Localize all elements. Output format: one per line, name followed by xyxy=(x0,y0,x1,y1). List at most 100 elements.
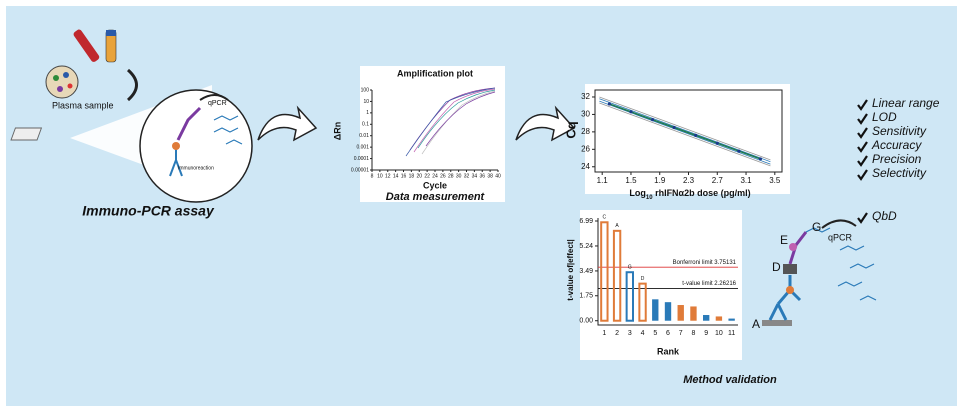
check-mark xyxy=(857,141,868,153)
y-tick-label: 5.24 xyxy=(579,243,593,250)
sc-x-label-part: rhIFNα2b dose (pg/ml) xyxy=(653,188,751,198)
x-tick-label: 1.9 xyxy=(654,176,666,185)
x-tick-label: 1.1 xyxy=(597,176,609,185)
confidence-band xyxy=(599,102,771,167)
x-tick-label: 38 xyxy=(487,173,493,179)
data-point xyxy=(672,125,676,130)
assay-illustration xyxy=(10,29,253,203)
bar xyxy=(625,271,634,322)
sc-y-label: Cq xyxy=(563,121,578,138)
y-tick-label: 30 xyxy=(581,110,590,119)
mech-label: E xyxy=(780,233,788,247)
qpcr-label: qPCR xyxy=(208,100,227,107)
data-point xyxy=(650,118,655,122)
plot-panel xyxy=(585,84,790,194)
x-tick-label: 9 xyxy=(704,330,708,337)
plasma-label: Plasma sample xyxy=(52,100,114,110)
x-tick-label: 34 xyxy=(472,173,478,179)
mech-label: G xyxy=(812,220,821,234)
x-tick-label: 22 xyxy=(424,173,430,179)
x-tick-label: 36 xyxy=(479,173,485,179)
check-item: QbD xyxy=(872,209,897,223)
data-point xyxy=(694,133,698,137)
x-tick-label: 28 xyxy=(448,173,454,179)
x-tick-label: 30 xyxy=(456,173,462,179)
x-tick-label: 3.1 xyxy=(740,176,752,185)
check-mark xyxy=(857,155,868,167)
y-tick-label: 32 xyxy=(581,92,590,101)
x-tick-label: 3 xyxy=(628,330,632,337)
bar xyxy=(677,305,684,321)
y-tick-label: 24 xyxy=(581,162,590,171)
x-tick-label: 10 xyxy=(715,330,723,337)
y-tick-label: 0.00 xyxy=(579,318,593,325)
sc-x-label: Log10 rhIFNα2b dose (pg/ml) xyxy=(629,188,750,200)
mech-qpcr: qPCR xyxy=(828,232,853,242)
axis xyxy=(597,218,738,326)
arrow xyxy=(515,105,576,142)
sc-x-label-part: 10 xyxy=(646,195,653,201)
immuno-label: Immunoreaction xyxy=(178,165,214,171)
check-mark xyxy=(857,127,868,139)
data-point xyxy=(715,141,719,145)
y-tick-label: 1 xyxy=(366,110,369,116)
plot-panel xyxy=(360,66,505,202)
factor-label: D xyxy=(641,276,645,282)
bar xyxy=(715,316,723,321)
x-tick-label: 32 xyxy=(464,173,470,179)
x-tick-label: 10 xyxy=(377,173,383,179)
confidence-band xyxy=(599,100,771,165)
y-tick-label: 0.01 xyxy=(359,133,369,139)
x-tick-label: 4 xyxy=(641,330,645,337)
data-point xyxy=(758,157,763,161)
x-tick-label: 5 xyxy=(653,330,657,337)
sc-x-label-part: Log xyxy=(629,188,646,198)
checklist: Linear rangeLODSensitivityAccuracyPrecis… xyxy=(857,96,940,224)
x-tick-label: 20 xyxy=(416,173,422,179)
x-tick-label: 8 xyxy=(371,173,374,179)
y-tick-label: 0.001 xyxy=(356,144,369,150)
x-tick-label: 2.7 xyxy=(712,176,724,185)
check-item: Sensitivity xyxy=(872,124,927,138)
x-tick-label: 14 xyxy=(393,173,399,179)
y-tick-label: 3.49 xyxy=(579,268,593,275)
y-tick-label: 0.00001 xyxy=(351,167,369,173)
y-tick-label: 0.0001 xyxy=(354,156,370,162)
bar xyxy=(664,302,672,321)
mech-label: D xyxy=(772,260,781,274)
bar xyxy=(703,315,710,321)
pareto-y-label: t-value of|effect| xyxy=(566,239,575,300)
check-mark xyxy=(857,169,868,181)
fit-line xyxy=(609,103,761,160)
check-mark xyxy=(857,113,868,125)
amp-curves xyxy=(405,87,496,157)
x-tick-label: 18 xyxy=(409,173,415,179)
pareto-caption: Method validation xyxy=(683,374,777,386)
limit-label: t-value limit 2.26216 xyxy=(682,281,736,287)
x-tick-label: 1.5 xyxy=(625,176,637,185)
y-tick-label: 1.75 xyxy=(579,293,593,300)
factor-label: C xyxy=(603,215,607,221)
x-tick-label: 3.5 xyxy=(769,176,781,185)
data-point xyxy=(607,102,611,106)
x-tick-label: 2 xyxy=(615,330,619,337)
check-item: Selectivity xyxy=(872,166,927,180)
bar xyxy=(612,229,622,322)
check-mark xyxy=(857,212,868,224)
data-point xyxy=(737,149,741,153)
check-item: Linear range xyxy=(872,96,940,110)
confidence-band xyxy=(599,96,771,161)
check-item: LOD xyxy=(872,110,897,124)
y-tick-label: 28 xyxy=(581,127,590,136)
x-tick-label: 11 xyxy=(728,330,735,337)
factor-label: A xyxy=(615,223,619,229)
bar xyxy=(600,221,609,322)
confidence-band xyxy=(599,98,771,163)
amp-x-label: Cycle xyxy=(423,180,447,190)
arrow xyxy=(257,105,318,142)
y-tick-label: 0.1 xyxy=(362,122,369,128)
limit-label: Bonferroni limit 3.75131 xyxy=(673,260,737,266)
bar xyxy=(652,299,659,321)
x-tick-label: 6 xyxy=(666,330,670,337)
factor-label: G xyxy=(628,265,632,271)
